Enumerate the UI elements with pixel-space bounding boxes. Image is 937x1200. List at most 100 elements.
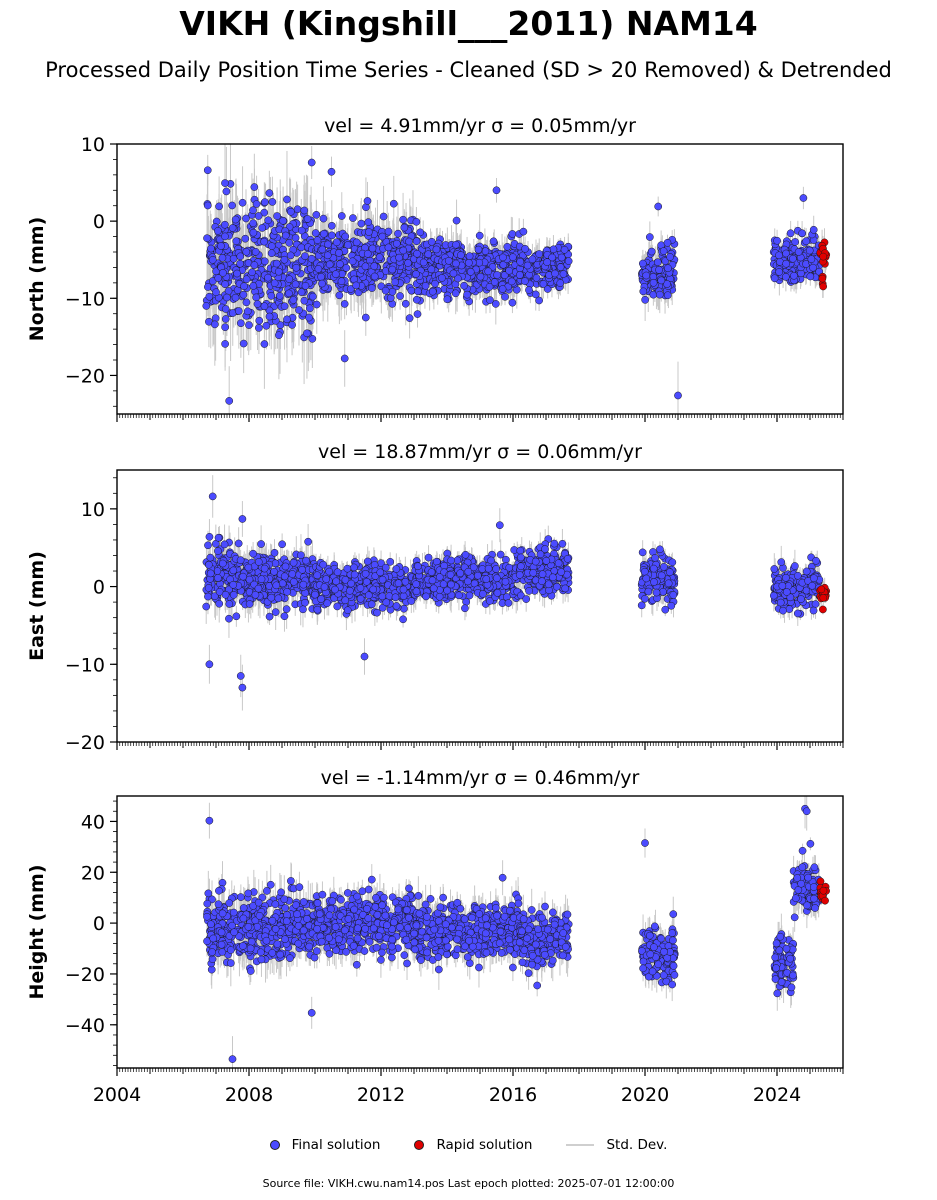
final-point: [307, 254, 316, 263]
final-point: [539, 280, 548, 288]
final-point: [775, 268, 784, 276]
final-point: [264, 216, 273, 225]
final-point: [638, 259, 647, 268]
final-point: [231, 215, 240, 224]
final-point: [419, 258, 428, 267]
final-point: [649, 278, 658, 287]
final-point: [790, 271, 798, 280]
final-point: [400, 223, 409, 232]
final-point: [412, 295, 421, 304]
final-point: [364, 218, 373, 227]
final-point: [203, 201, 212, 210]
panel-title: vel = 18.87mm/yr σ = 0.06mm/yr: [318, 441, 642, 463]
final-point: [639, 287, 648, 296]
final-point: [370, 272, 379, 281]
final-point: [221, 232, 229, 241]
final-point: [388, 265, 397, 274]
final-point: [431, 279, 439, 288]
final-point: [647, 247, 656, 256]
final-point: [274, 267, 283, 276]
final-point: [303, 215, 312, 223]
final-point: [228, 201, 236, 210]
final-point: [308, 334, 317, 343]
final-point: [222, 187, 231, 196]
final-point: [217, 242, 225, 250]
final-point: [342, 264, 351, 272]
final-point: [388, 287, 397, 296]
final-point: [349, 214, 357, 222]
final-point: [484, 267, 493, 276]
final-point: [273, 212, 281, 220]
final-point: [268, 198, 277, 206]
final-point: [451, 289, 460, 298]
final-point: [205, 292, 214, 301]
final-point: [232, 237, 241, 246]
rapid-point: [819, 252, 828, 261]
final-point: [655, 290, 664, 299]
final-point: [404, 259, 412, 267]
final-point: [659, 247, 668, 255]
final-point: [655, 266, 663, 274]
final-point: [312, 300, 321, 309]
final-point: [215, 202, 223, 211]
final-point: [224, 287, 233, 295]
final-point: [261, 198, 269, 206]
final-point: [663, 238, 672, 247]
final-point: [221, 315, 230, 323]
final-point: [323, 251, 332, 260]
final-point: [782, 273, 790, 281]
final-point: [314, 265, 323, 273]
final-point: [260, 257, 269, 266]
panel-title: vel = 4.91mm/yr σ = 0.05mm/yr: [324, 115, 636, 137]
final-point: [229, 254, 238, 263]
y-tick-label: −20: [65, 365, 105, 387]
final-point: [475, 258, 484, 267]
final-point: [364, 228, 373, 236]
final-point: [324, 240, 332, 249]
final-point: [486, 296, 494, 304]
final-point: [381, 286, 390, 295]
final-point: [535, 296, 543, 305]
final-point: [368, 244, 377, 253]
final-point: [498, 285, 507, 293]
final-point: [260, 302, 269, 311]
outlier-point: [799, 194, 808, 202]
final-point: [361, 262, 370, 271]
final-point: [560, 245, 569, 254]
y-axis-label: North (mm): [26, 217, 48, 342]
final-point: [395, 253, 403, 262]
final-point: [370, 262, 379, 271]
figure-title: VIKH (Kingshill___2011) NAM14: [179, 4, 758, 43]
figure-subtitle: Processed Daily Position Time Series - C…: [45, 58, 892, 82]
final-point: [313, 236, 322, 245]
final-point: [438, 274, 446, 282]
y-tick-label: −10: [65, 288, 105, 310]
final-point: [806, 272, 815, 281]
final-point: [312, 210, 321, 219]
final-point: [532, 274, 541, 282]
final-point: [475, 231, 484, 240]
final-point: [221, 305, 230, 313]
final-point: [253, 300, 262, 308]
final-point: [295, 306, 303, 314]
final-point: [243, 307, 252, 316]
final-point: [427, 237, 436, 246]
outlier-point: [203, 166, 212, 175]
final-point: [348, 257, 357, 266]
final-point: [249, 228, 258, 237]
final-point: [503, 242, 512, 251]
final-point: [392, 239, 401, 248]
final-point: [346, 285, 355, 293]
final-point: [657, 276, 666, 285]
final-point: [318, 279, 326, 288]
final-point: [535, 250, 544, 258]
final-point: [272, 259, 281, 268]
final-point: [521, 244, 529, 253]
final-point: [238, 198, 247, 207]
final-point: [452, 259, 460, 268]
rapid-point: [819, 282, 828, 291]
final-point: [645, 233, 654, 241]
final-point: [413, 310, 422, 318]
final-point: [664, 264, 672, 273]
final-point: [485, 282, 494, 291]
